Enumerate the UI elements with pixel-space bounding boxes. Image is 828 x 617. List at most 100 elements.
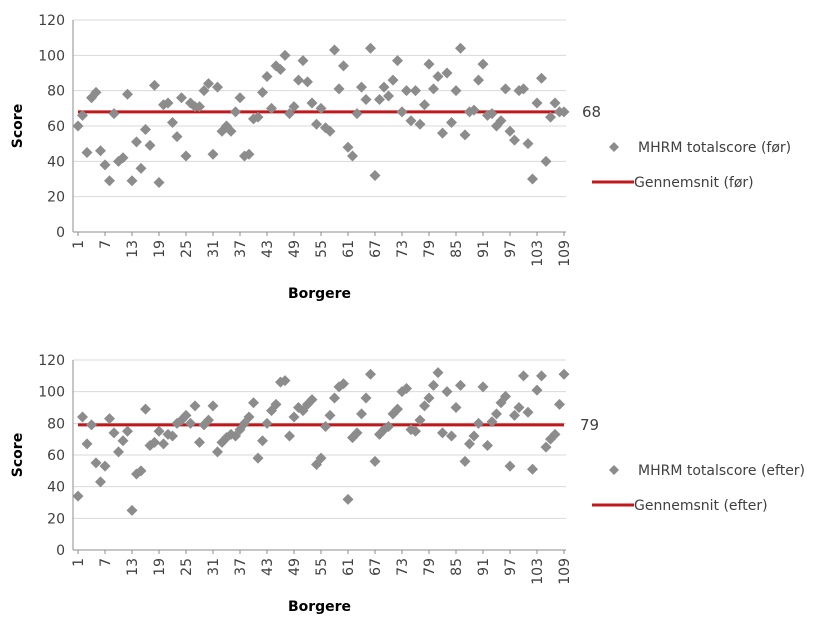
data-point — [207, 400, 219, 412]
data-point — [167, 430, 178, 442]
data-point — [468, 430, 480, 442]
data-point — [477, 58, 489, 70]
data-point — [324, 125, 336, 137]
x-tick-label: 55 — [314, 240, 330, 258]
x-tick-label: 97 — [503, 240, 519, 258]
data-point — [257, 435, 268, 447]
y-tick-label: 0 — [56, 543, 65, 559]
data-point — [153, 177, 165, 189]
x-tick-label: 79 — [422, 558, 438, 576]
data-point — [315, 452, 327, 464]
data-point — [99, 159, 111, 171]
data-point — [95, 476, 106, 488]
data-point — [365, 42, 376, 54]
data-point — [396, 106, 408, 118]
data-point — [378, 81, 390, 93]
data-point — [414, 118, 426, 130]
data-point — [284, 430, 295, 442]
data-point — [531, 97, 543, 109]
data-point — [428, 379, 439, 391]
data-point — [140, 124, 151, 136]
data-point — [194, 101, 205, 113]
data-point — [428, 83, 439, 95]
data-point — [383, 90, 394, 102]
y-tick-label: 80 — [47, 84, 65, 100]
data-point — [446, 116, 457, 128]
data-point — [293, 74, 304, 86]
x-tick-label: 67 — [368, 558, 384, 576]
x-tick-label: 49 — [287, 558, 303, 576]
data-point — [545, 111, 556, 123]
x-tick-label: 19 — [152, 240, 168, 258]
data-point — [117, 152, 129, 164]
data-point — [158, 438, 169, 450]
data-point — [180, 150, 192, 162]
data-point — [509, 409, 520, 421]
data-point — [432, 71, 444, 83]
data-point — [342, 493, 354, 505]
data-point — [194, 436, 205, 448]
x-tick-label: 91 — [476, 240, 492, 258]
data-point — [518, 83, 529, 95]
data-point — [104, 175, 115, 187]
x-tick-label: 31 — [206, 240, 222, 258]
data-point — [243, 411, 255, 423]
data-point — [266, 102, 277, 114]
data-point — [234, 92, 246, 104]
data-point — [392, 403, 403, 415]
data-point — [455, 379, 466, 391]
data-point — [531, 384, 543, 396]
chart-before: 0 20 40 60 80 100 120 1 7 13 19 25 31 37 43 49 55 61 67 73 7… — [10, 13, 791, 302]
legend-label-scores: MHRM totalscore (efter) — [638, 463, 805, 479]
data-point — [203, 414, 214, 426]
y-tick-label: 20 — [47, 511, 65, 527]
x-tick-label: 37 — [233, 240, 249, 258]
data-point — [360, 94, 372, 105]
data-point — [72, 490, 84, 502]
data-point — [144, 139, 156, 151]
x-tick-label: 37 — [233, 558, 249, 576]
x-tick-label: 103 — [530, 240, 546, 267]
x-tick-label: 85 — [449, 558, 465, 576]
data-point — [468, 104, 480, 116]
data-point — [113, 446, 124, 458]
x-tick-label: 73 — [395, 558, 411, 576]
data-point — [491, 408, 502, 420]
data-point — [99, 460, 111, 472]
data-point — [419, 99, 430, 111]
data-point — [261, 417, 273, 429]
data-point — [117, 435, 129, 447]
data-point — [275, 63, 286, 75]
data-point — [252, 111, 264, 123]
data-point — [464, 438, 475, 450]
y-tick-label: 60 — [47, 448, 65, 464]
x-axis-title: Borgere — [288, 286, 351, 302]
data-point — [176, 92, 187, 104]
data-point — [540, 441, 552, 453]
data-point — [473, 74, 484, 86]
x-tick-label: 85 — [449, 240, 465, 258]
data-point — [486, 108, 498, 120]
x-tick-label: 31 — [206, 558, 222, 576]
data-point — [153, 425, 165, 437]
data-point — [423, 58, 435, 70]
data-point — [459, 129, 471, 141]
data-point — [338, 378, 349, 390]
data-point — [522, 406, 534, 418]
data-point — [347, 150, 358, 162]
data-point — [369, 455, 381, 467]
x-tick-label: 13 — [125, 558, 141, 576]
data-point — [288, 101, 300, 113]
data-point — [135, 162, 147, 174]
data-point — [315, 102, 327, 114]
data-point — [270, 398, 282, 410]
x-tick-label: 109 — [557, 240, 573, 267]
x-tick-label: 61 — [341, 558, 357, 576]
y-tick-label: 120 — [38, 353, 65, 369]
data-point — [329, 44, 340, 56]
mean-value-label: 68 — [582, 103, 601, 121]
data-point — [356, 81, 367, 93]
data-point — [473, 417, 484, 429]
x-tick-label: 97 — [503, 558, 519, 576]
data-point — [437, 127, 448, 139]
